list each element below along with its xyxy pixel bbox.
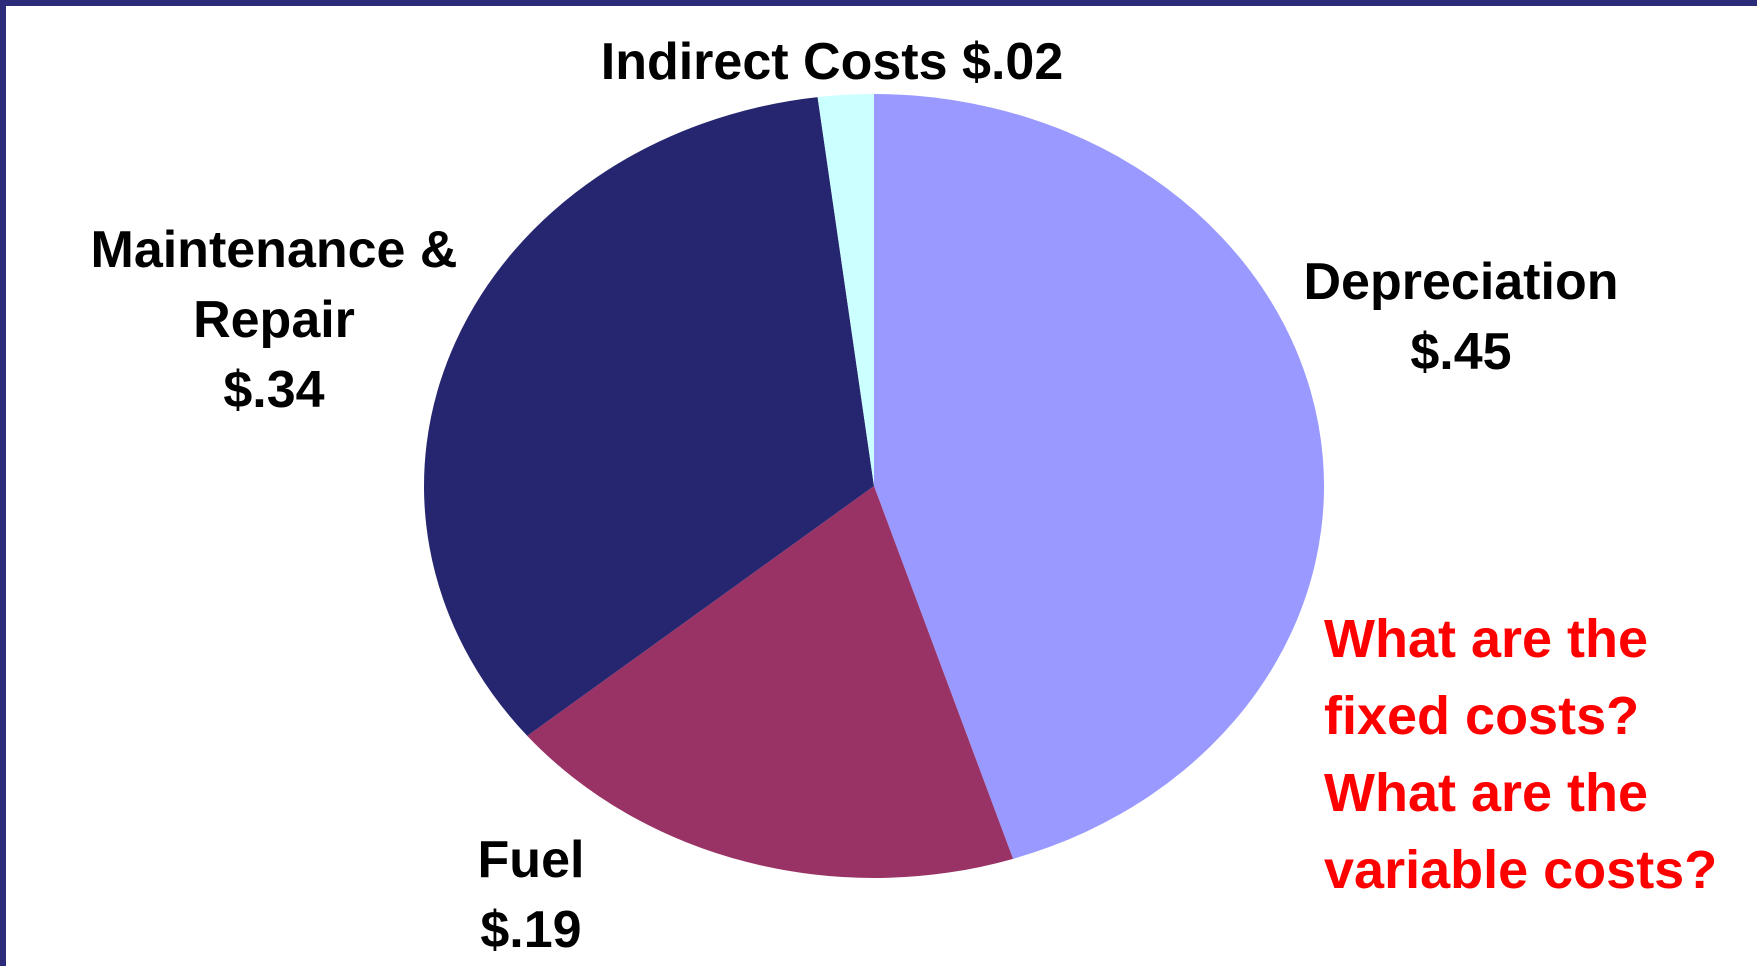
category-label: Indirect Costs: [600, 33, 948, 91]
pie-slice: [817, 94, 874, 486]
annotation-line: What are the: [1324, 763, 1649, 823]
value-label: $.45: [1410, 323, 1512, 381]
value-label: $.02: [962, 33, 1064, 91]
pie-slice: [424, 97, 874, 736]
category-label: Fuel: [477, 831, 585, 889]
annotation-line: variable costs?: [1324, 840, 1718, 900]
annotation-line: What are the: [1324, 609, 1649, 669]
value-label: $.34: [223, 361, 325, 419]
category-label: Maintenance & Repair: [90, 221, 458, 349]
slice-label: Fuel $.19: [381, 825, 681, 965]
pie-slice: [527, 486, 1014, 878]
slice-label: Maintenance & Repair $.34: [84, 215, 464, 425]
slice-label: Indirect Costs $.02: [482, 27, 1182, 97]
slice-label: Depreciation $.45: [1251, 247, 1671, 387]
annotation-line: fixed costs?: [1324, 686, 1640, 746]
annotation: What are the fixed costs? What are the vari…: [1324, 601, 1717, 909]
pie-chart: [424, 94, 1324, 878]
category-label: Depreciation: [1303, 253, 1619, 311]
pie-slice: [874, 94, 1324, 859]
value-label: $.19: [480, 901, 582, 959]
